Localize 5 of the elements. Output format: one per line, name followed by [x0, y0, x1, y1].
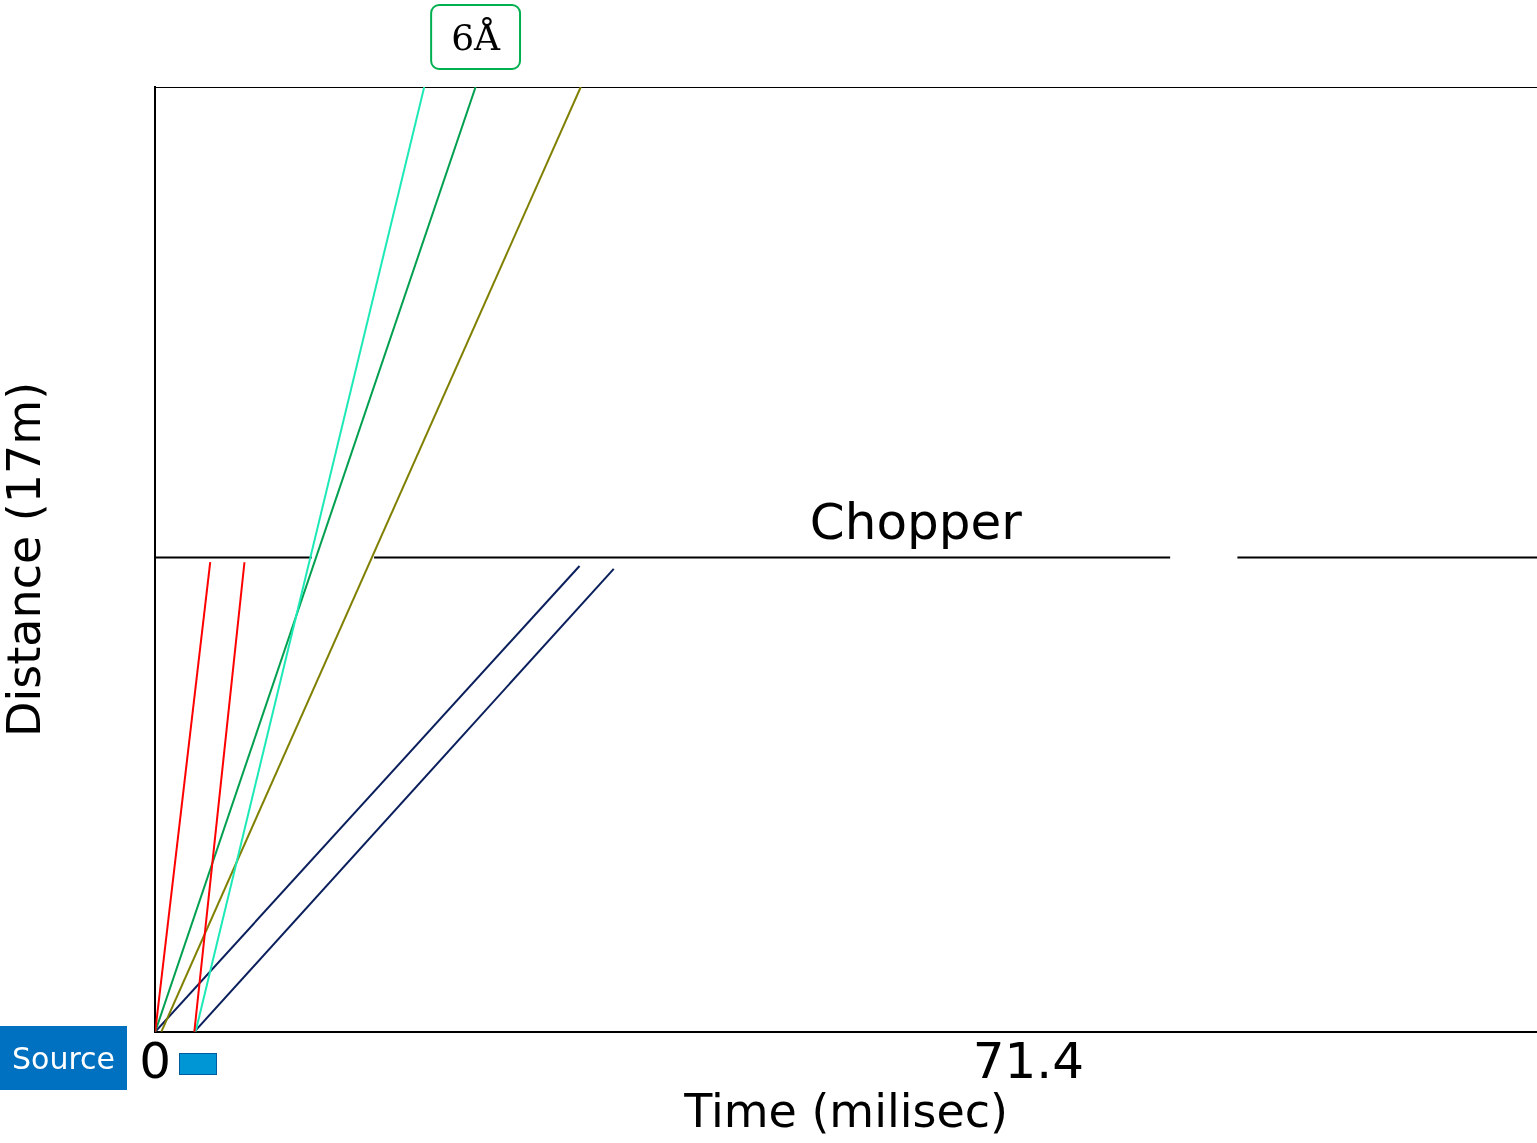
y-axis-title: Distance (17m) — [0, 381, 51, 737]
annotation: Chopper — [809, 493, 1023, 552]
annotation: 6Å — [451, 17, 502, 59]
x-tick-label: 0 — [139, 1031, 172, 1090]
text: Source — [0, 1026, 128, 1090]
